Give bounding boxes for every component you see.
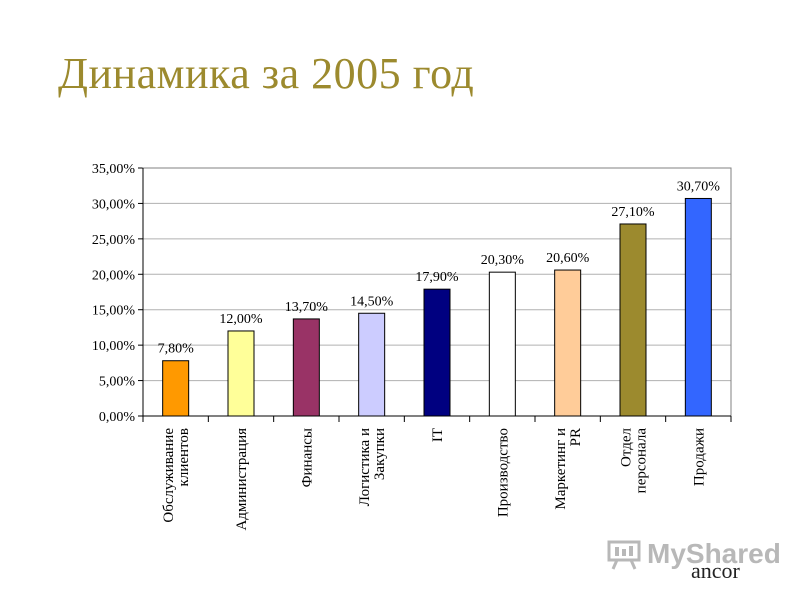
category-label-group: Маркетинг и PR bbox=[553, 428, 584, 510]
category-label-group: IT bbox=[430, 428, 446, 442]
y-tick-label: 25,00% bbox=[92, 233, 136, 248]
data-label: 30,70% bbox=[677, 179, 721, 194]
watermark-text: MyShared bbox=[647, 538, 781, 569]
bar bbox=[619, 223, 647, 417]
presentation-board-icon bbox=[607, 540, 641, 570]
y-tick-label: 35,00% bbox=[92, 162, 136, 177]
category-label: Отдел bbox=[619, 427, 635, 466]
bar bbox=[358, 312, 386, 417]
category-label: Финансы bbox=[299, 428, 315, 487]
bar bbox=[227, 330, 255, 417]
category-label: Администрация bbox=[234, 428, 250, 531]
bar bbox=[684, 197, 712, 417]
bar bbox=[554, 269, 582, 417]
category-label-group: Отдел персонала bbox=[619, 427, 650, 493]
bar bbox=[292, 318, 320, 417]
y-tick-label: 20,00% bbox=[92, 268, 136, 283]
y-tick-label: 5,00% bbox=[99, 375, 136, 390]
corner-label: ancor bbox=[691, 558, 740, 583]
category-label: PR bbox=[568, 428, 584, 446]
y-tick-label: 30,00% bbox=[92, 197, 136, 212]
y-tick-label: 15,00% bbox=[92, 304, 136, 319]
category-label-group: Продажи bbox=[691, 428, 707, 486]
slide-title: Динамика за 2005 год bbox=[58, 49, 475, 98]
category-label-group: Обслуживание клиентов bbox=[161, 428, 192, 523]
category-label: Обслуживание bbox=[161, 428, 177, 523]
category-label-group: Администрация bbox=[234, 428, 250, 531]
data-label: 20,60% bbox=[546, 251, 590, 266]
data-label: 14,50% bbox=[350, 294, 394, 309]
watermark-logo: MyShared ancor bbox=[607, 536, 781, 586]
data-label: 20,30% bbox=[481, 253, 525, 268]
category-label: персонала bbox=[634, 428, 650, 494]
category-label-group: Производство bbox=[495, 428, 511, 517]
category-label-group: Финансы bbox=[299, 428, 315, 487]
bar bbox=[162, 360, 190, 417]
category-label: Закупки bbox=[372, 428, 388, 480]
category-label: Логистика и bbox=[357, 428, 373, 506]
category-label: клиентов bbox=[176, 428, 192, 486]
data-label: 12,00% bbox=[219, 312, 263, 327]
bar bbox=[423, 288, 451, 417]
data-label: 13,70% bbox=[285, 300, 329, 315]
y-tick-label: 0,00% bbox=[99, 410, 136, 425]
y-tick-label: 10,00% bbox=[92, 339, 136, 354]
bar bbox=[488, 271, 516, 417]
data-label: 27,10% bbox=[611, 205, 655, 220]
category-label: Производство bbox=[495, 428, 511, 517]
category-label-group: Логистика и Закупки bbox=[357, 428, 388, 506]
category-label: IT bbox=[430, 428, 446, 442]
category-label: Маркетинг и bbox=[553, 428, 569, 510]
data-label: 17,90% bbox=[415, 270, 459, 285]
category-label: Продажи bbox=[691, 428, 707, 486]
data-label: 7,80% bbox=[158, 342, 195, 357]
